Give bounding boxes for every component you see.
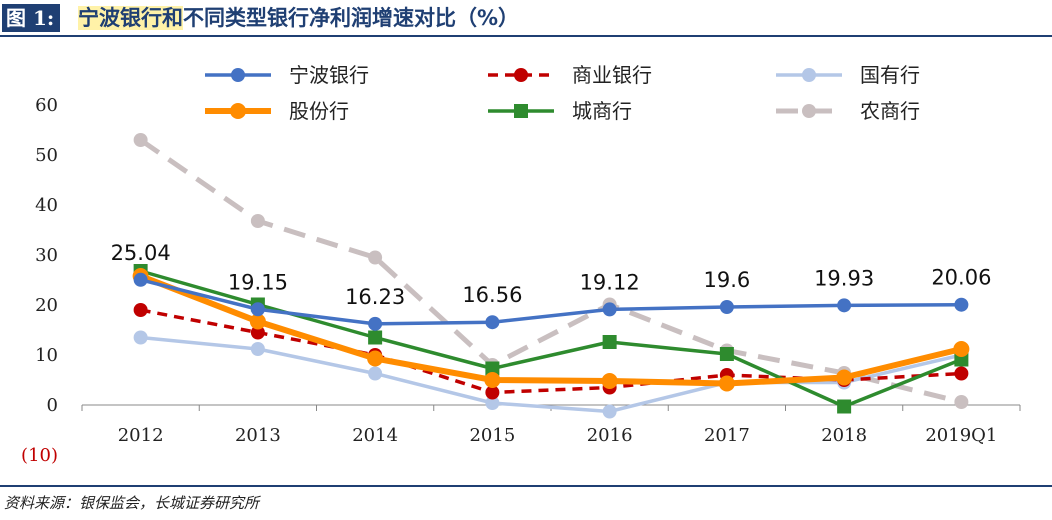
data-label: 19.12	[580, 270, 640, 294]
data-point	[485, 385, 500, 400]
data-point	[368, 316, 383, 331]
x-tick-label: 2019Q1	[925, 425, 997, 446]
header-rule	[0, 35, 1052, 37]
series-line	[140, 335, 962, 414]
legend-swatch-marker	[514, 68, 528, 82]
legend-label: 宁波银行	[289, 63, 369, 87]
data-point	[368, 366, 383, 381]
data-point	[249, 313, 266, 330]
data-point	[954, 366, 969, 381]
data-point	[133, 330, 148, 345]
y-tick-label: 60	[35, 95, 58, 116]
data-point	[601, 373, 618, 389]
data-label: 19.15	[228, 270, 288, 294]
y-tick-label: 50	[35, 145, 58, 166]
source-note: 资料来源：银保监会，长城证券研究所	[4, 494, 260, 512]
data-point	[602, 404, 617, 419]
y-tick-label: 30	[35, 245, 58, 266]
figure-label: 图 1:	[2, 4, 61, 32]
x-tick-label: 2015	[469, 425, 515, 446]
series-line	[139, 273, 963, 387]
data-point	[719, 300, 734, 314]
data-point	[485, 361, 500, 376]
line-chart: 2012 2013 2014 2015 2016 2017 2018 2019Q1 60 50 40…	[21, 63, 1021, 466]
figure-title-part1: 宁波银行和	[78, 6, 183, 30]
x-tick-label: 2013	[235, 425, 281, 446]
series-line	[140, 308, 962, 395]
data-point	[718, 375, 735, 392]
x-tick-label: 2016	[587, 425, 633, 446]
data-point	[133, 272, 148, 287]
data-point	[954, 297, 969, 312]
figure-header: 图 1: 宁波银行和不同类型银行净利润增速对比（%）	[0, 0, 1052, 36]
data-point	[484, 372, 501, 388]
data-label: 16.56	[462, 283, 522, 307]
data-label: 19.6	[703, 268, 750, 292]
figure-title: 宁波银行和不同类型银行净利润增速对比（%）	[78, 4, 519, 32]
x-tick-label: 2012	[118, 425, 164, 446]
series-line	[140, 278, 962, 326]
data-point	[133, 133, 148, 147]
data-point	[250, 342, 265, 356]
x-tick-label: 2018	[821, 425, 867, 446]
data-point	[837, 298, 852, 313]
legend-swatch-marker	[802, 68, 816, 82]
series-line	[139, 137, 962, 405]
data-label: 16.23	[345, 285, 405, 309]
y-tick-label: 10	[35, 345, 58, 366]
data-point	[954, 395, 969, 409]
legend-swatch-marker	[514, 104, 528, 118]
legend-label: 商业银行	[572, 63, 652, 87]
data-point	[837, 399, 852, 414]
data-point	[485, 396, 500, 410]
data-point	[250, 214, 265, 228]
data-point	[485, 315, 500, 330]
legend-swatch-marker	[230, 103, 246, 119]
footer-rule	[0, 485, 1052, 487]
legend-label: 国有行	[860, 63, 920, 87]
data-point	[602, 302, 617, 317]
legend-label: 农商行	[860, 99, 920, 123]
data-label: 20.06	[931, 266, 991, 290]
legend-label: 城商行	[572, 99, 632, 123]
y-tick-label: 20	[35, 295, 58, 316]
y-tick-label: (10)	[21, 445, 58, 466]
legend-label: 股份行	[289, 99, 349, 123]
data-point	[367, 350, 384, 367]
y-tick-label: 40	[35, 195, 58, 216]
figure-title-part3: 速对比（%）	[393, 6, 520, 30]
x-tick-label: 2014	[352, 425, 398, 446]
data-point	[836, 369, 853, 386]
y-tick-label: 0	[47, 395, 58, 416]
legend-swatch-marker	[231, 68, 245, 82]
data-point	[953, 341, 970, 357]
data-point	[250, 302, 265, 317]
data-point	[602, 335, 617, 349]
data-point	[133, 303, 148, 317]
x-tick-label: 2017	[704, 425, 750, 446]
figure-title-part2: 不同类型银行净利润增	[183, 6, 393, 30]
data-label: 19.93	[814, 266, 874, 290]
data-point	[368, 330, 383, 345]
data-point	[250, 325, 265, 340]
data-label: 25.04	[111, 241, 171, 265]
data-point	[719, 347, 734, 361]
data-point	[368, 250, 383, 265]
legend-swatch-marker	[802, 104, 816, 118]
